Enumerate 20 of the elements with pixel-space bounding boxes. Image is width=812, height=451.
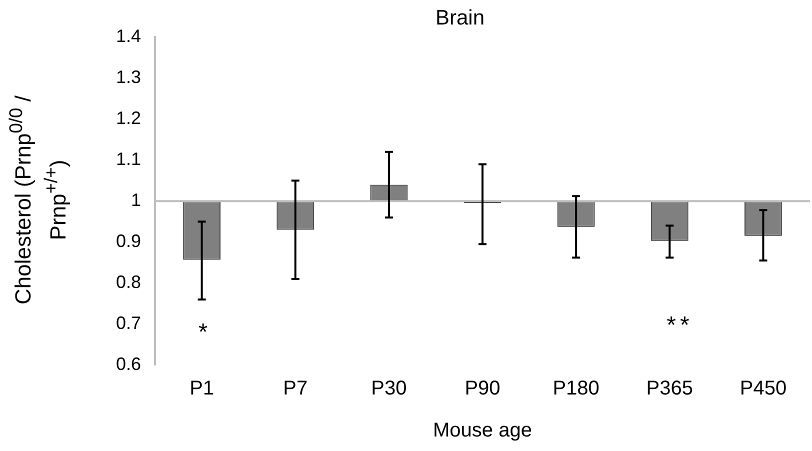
x-axis-title: Mouse age [433,420,532,442]
x-tick-label: P90 [464,378,500,400]
x-tick-label: P30 [371,378,407,400]
x-tick-label: P7 [283,378,308,400]
x-tick-label: P365 [646,378,694,400]
annotation: ** [666,312,694,340]
chart-title: Brain [435,6,485,30]
y-tick-label: 1.3 [116,67,142,88]
y-tick-label: 1.1 [116,149,142,170]
y-tick-label: 0.8 [116,272,142,292]
y-tick-label: 1.2 [116,108,142,128]
x-tick-label: P1 [190,378,214,400]
y-tick-label: 1 [131,190,142,210]
annotation: * [198,319,212,347]
y-tick-label: 1.4 [116,26,142,46]
y-tick-label: 0.9 [116,231,142,252]
x-tick-label: P450 [740,378,787,400]
x-tick-label: P180 [552,378,600,400]
y-tick-label: 0.6 [116,354,142,374]
y-tick-label: 0.7 [116,312,142,333]
